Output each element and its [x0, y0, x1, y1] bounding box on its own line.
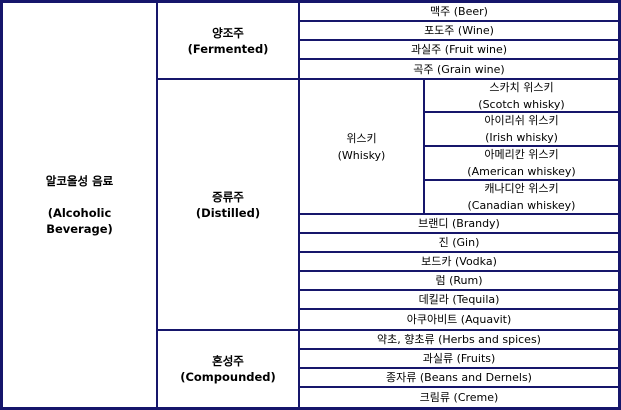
- group-compounded-cell: 혼성주 (Compounded): [158, 331, 298, 407]
- item-canadian-whiskey: 캐나디안 위스키 (Canadian whiskey): [425, 181, 618, 213]
- root-english-line2: Beverage): [46, 222, 113, 236]
- whisky-label: 위스키: [346, 131, 377, 145]
- item-irish-whisky: 아이리쉬 위스키 (Irish whisky): [425, 113, 618, 145]
- root-title: 알코올성 음료: [45, 174, 114, 188]
- item-tequila: 데킬라 (Tequila): [300, 291, 618, 308]
- item-beer: 맥주 (Beer): [300, 3, 618, 20]
- group-fermented-name: 양조주: [212, 25, 244, 40]
- item-scotch-whisky: 스카치 위스키 (Scotch whisky): [425, 80, 618, 111]
- item-fruit-wine: 과실주 (Fruit wine): [300, 41, 618, 58]
- group-distilled-english: (Distilled): [195, 205, 261, 220]
- group-compounded-name: 혼성주: [212, 354, 244, 368]
- root-category-cell: 알코올성 음료 (Alcoholic Beverage): [3, 3, 156, 407]
- item-american-whiskey: 아메리칸 위스키 (American whiskey): [425, 147, 618, 179]
- group-distilled-cell: 증류주 (Distilled): [158, 80, 298, 329]
- item-rum: 럼 (Rum): [300, 272, 618, 289]
- item-gin: 진 (Gin): [300, 234, 618, 251]
- item-vodka: 보드카 (Vodka): [300, 253, 618, 270]
- item-wine: 포도주 (Wine): [300, 22, 618, 39]
- group-compounded-english: (Compounded): [180, 370, 276, 384]
- item-creme: 크림류 (Creme): [300, 388, 618, 407]
- whisky-cell: 위스키 (Whisky): [300, 80, 423, 213]
- item-herbs-and-spices: 약초, 향초류 (Herbs and spices): [300, 331, 618, 348]
- item-grain-wine: 곡주 (Grain wine): [300, 60, 618, 78]
- item-fruits: 과실류 (Fruits): [300, 350, 618, 367]
- item-aquavit: 아쿠아비트 (Aquavit): [300, 310, 618, 329]
- group-fermented-cell: 양조주 (Fermented): [158, 3, 298, 78]
- item-beans-and-dernels: 종자류 (Beans and Dernels): [300, 369, 618, 386]
- whisky-english: (Whisky): [337, 148, 386, 162]
- group-fermented-english: (Fermented): [187, 41, 269, 56]
- root-english-line1: (Alcoholic: [47, 206, 112, 220]
- item-brandy: 브랜디 (Brandy): [300, 215, 618, 232]
- group-distilled-name: 증류주: [212, 189, 244, 204]
